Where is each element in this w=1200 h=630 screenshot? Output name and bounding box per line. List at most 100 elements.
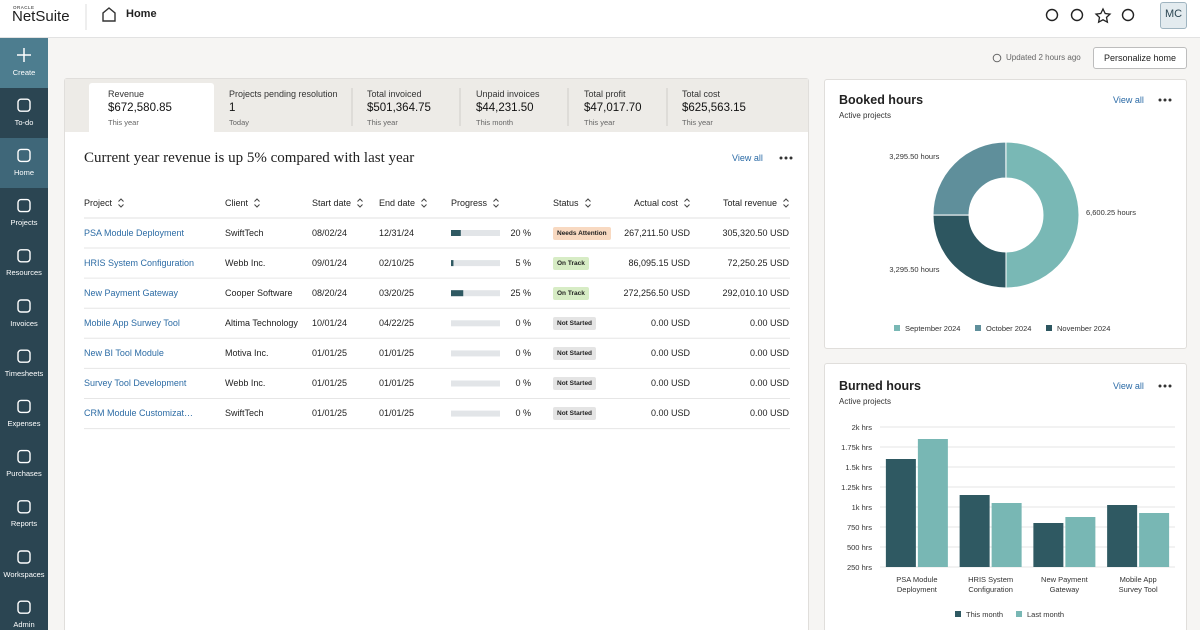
kpi-period[interactable]: This year <box>682 117 713 127</box>
end-date: 02/10/25 <box>379 257 415 268</box>
kpi-selected-tab <box>89 83 214 132</box>
column-header[interactable]: Client <box>225 197 249 208</box>
kpi-value[interactable]: $625,563.15 <box>682 102 746 115</box>
sidebar-label[interactable]: Home <box>13 167 34 177</box>
sidebar-label[interactable]: Expenses <box>7 418 41 428</box>
sidebar-label[interactable]: Purchases <box>6 469 42 479</box>
kpi-value[interactable]: 1 <box>229 102 236 115</box>
kpi-period[interactable]: Today <box>229 117 250 127</box>
column-header[interactable]: Total revenue <box>722 197 777 208</box>
kpi-period[interactable]: This month <box>476 117 514 127</box>
slice-label: 3,295.50 hours <box>889 265 940 275</box>
avatar[interactable] <box>1160 2 1187 29</box>
personalize-label[interactable]: Personalize home <box>1103 52 1177 63</box>
project-link[interactable]: Mobile App Surwey Tool <box>84 317 180 328</box>
more-menu <box>1168 384 1172 388</box>
progress-bar <box>451 230 461 236</box>
kpi-label[interactable]: Total invoiced <box>367 88 422 99</box>
kpi-period[interactable]: This year <box>367 117 398 127</box>
progress-track <box>451 350 500 357</box>
column-header[interactable]: Project <box>84 197 113 208</box>
progress-track <box>451 380 500 387</box>
star-icon <box>1094 7 1112 24</box>
view-all-link[interactable]: View all <box>732 152 763 163</box>
view-all-link[interactable]: View all <box>1113 94 1144 105</box>
chart-subtitle: Active projects <box>839 111 892 121</box>
progress-track <box>451 260 500 267</box>
more-menu <box>789 156 793 160</box>
start-date: 08/02/24 <box>312 227 348 238</box>
project-link[interactable]: CRM Module Customizat… <box>84 408 194 419</box>
kpi-label[interactable]: Projects pending resolution <box>229 88 338 99</box>
sidebar-icon <box>17 550 31 564</box>
sidebar-label[interactable]: Resources <box>6 268 42 278</box>
legend-swatch <box>955 611 961 617</box>
progress-label: 0 % <box>515 408 531 419</box>
client: Altima Technology <box>225 317 298 328</box>
project-link[interactable]: New BI Tool Module <box>84 348 164 358</box>
start-date: 01/01/25 <box>312 408 348 419</box>
sort-icon <box>254 198 260 208</box>
column-header[interactable]: Progress <box>451 197 488 208</box>
logo-small: ORACLE <box>13 5 35 11</box>
logo: NetSuite <box>12 8 70 25</box>
sidebar-label[interactable]: Timesheets <box>4 368 44 378</box>
bar <box>1033 523 1064 567</box>
sort-icon <box>783 198 789 208</box>
kpi-value[interactable]: $44,231.50 <box>476 102 534 115</box>
revenue-card <box>64 78 809 630</box>
progress-track <box>451 410 500 417</box>
column-header[interactable]: End date <box>379 197 416 208</box>
progress-label: 0 % <box>515 348 531 358</box>
total-revenue: 0.00 USD <box>749 317 789 328</box>
view-all-link[interactable]: View all <box>1113 380 1144 391</box>
slice-label: 3,295.50 hours <box>889 152 940 162</box>
sidebar-icon <box>17 198 31 213</box>
kpi-period[interactable]: This year <box>108 117 139 127</box>
kpi-label[interactable]: Total cost <box>682 88 721 99</box>
column-header[interactable]: Actual cost <box>633 197 678 208</box>
column-header[interactable]: Status <box>553 197 579 208</box>
sidebar-label[interactable]: Projects <box>10 218 38 228</box>
sort-icon <box>585 198 591 208</box>
end-date: 01/01/25 <box>379 378 415 389</box>
sidebar-label[interactable]: Create <box>12 67 36 77</box>
progress-label: 20 % <box>510 227 531 238</box>
sort-icon <box>118 198 124 208</box>
column-header[interactable]: Start date <box>312 197 352 208</box>
project-link[interactable]: HRIS System Configuration <box>84 257 195 268</box>
kpi-label[interactable]: Unpaid invoices <box>476 88 540 99</box>
kpi-value[interactable]: $501,364.75 <box>367 102 431 115</box>
sidebar-label[interactable]: Admin <box>13 619 35 629</box>
project-link[interactable]: New Payment Gateway <box>84 287 179 298</box>
sidebar-selected <box>0 138 48 188</box>
sidebar-label[interactable]: To-do <box>14 117 34 127</box>
legend-swatch <box>894 325 900 331</box>
kpi-label[interactable]: Total profit <box>584 88 626 99</box>
personalize-button[interactable] <box>1093 47 1187 69</box>
sidebar-icon <box>17 148 31 163</box>
more-menu <box>1158 384 1162 388</box>
kpi-period[interactable]: This year <box>584 117 615 127</box>
donut-segment <box>932 141 1007 216</box>
kpi-label[interactable]: Revenue <box>108 88 145 99</box>
progress-label: 0 % <box>515 378 531 389</box>
kpi-value[interactable]: $672,580.85 <box>108 102 172 115</box>
sidebar-label[interactable]: Reports <box>10 519 38 529</box>
sidebar-label[interactable]: Workspaces <box>3 569 45 579</box>
status-badge: Not Started <box>553 407 597 421</box>
progress-bar <box>451 260 454 267</box>
updated-note: Updated 2 hours ago <box>1006 53 1081 63</box>
start-date: 01/01/25 <box>312 348 348 358</box>
sidebar <box>0 38 48 630</box>
client: Cooper Software <box>225 287 293 298</box>
chart-subtitle: Active projects <box>839 397 892 407</box>
status-badge: Not Started <box>553 316 597 330</box>
kpi-value[interactable]: $47,017.70 <box>584 102 642 115</box>
project-link[interactable]: PSA Module Deployment <box>84 227 185 238</box>
bar <box>959 495 990 567</box>
total-revenue: 0.00 USD <box>749 408 789 419</box>
sidebar-label[interactable]: Invoices <box>10 318 38 328</box>
project-link[interactable]: Survey Tool Development <box>84 378 187 389</box>
